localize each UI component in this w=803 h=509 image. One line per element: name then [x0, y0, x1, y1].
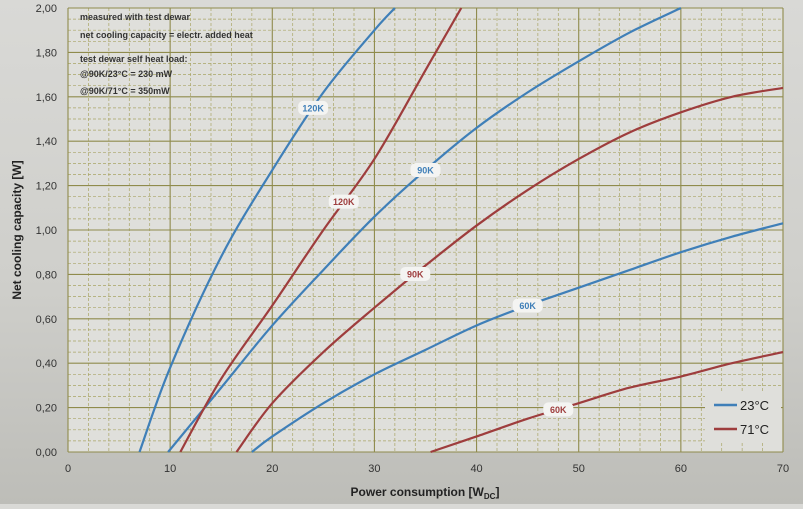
y-tick-label: 0,60	[36, 314, 57, 326]
x-axis-label: Power consumption [WDC]	[351, 485, 500, 501]
series-label-120k-23c: 120K	[302, 103, 324, 113]
series-line-120k-23c	[138, 7, 396, 453]
y-tick-label: 1,00	[36, 225, 57, 237]
x-tick-labels: 0 10 20 30 40 50 60 70	[65, 463, 789, 475]
legend-label-71c: 71°C	[740, 422, 769, 437]
series-label-bg-90k-23c	[410, 163, 441, 178]
series-line-120k-71c	[179, 7, 463, 453]
series-line-60k-71c	[430, 351, 784, 454]
annotation-line-1: measured with test dewar	[80, 12, 191, 22]
series-label-bg-120k-71c	[328, 194, 359, 209]
x-tick-label: 30	[368, 463, 380, 475]
annotation-line-5: @90K/71°C = 350mW	[80, 86, 170, 96]
legend: 23°C 71°C	[705, 392, 781, 442]
legend-background	[705, 392, 781, 442]
annotation-line-3: test dewar self heat load:	[80, 54, 188, 64]
series-line-90k-23c	[167, 7, 682, 453]
x-tick-label: 70	[777, 463, 789, 475]
x-tick-label: 0	[65, 463, 71, 475]
y-tick-label: 0,20	[36, 403, 57, 415]
x-tick-label: 20	[266, 463, 278, 475]
annotation-box: measured with test dewar net cooling cap…	[80, 12, 253, 96]
series-label-60k-23c: 60K	[519, 301, 536, 311]
series-label-120k-71c: 120K	[333, 197, 355, 207]
series-layer	[138, 7, 784, 454]
legend-label-23c: 23°C	[740, 398, 769, 413]
series-label-bg-60k-71c	[543, 402, 574, 417]
x-tick-label: 10	[164, 463, 176, 475]
y-axis-label: Net cooling capacity [W]	[10, 160, 24, 299]
y-tick-label: 0,80	[36, 269, 57, 281]
x-tick-label: 40	[470, 463, 482, 475]
y-tick-label: 1,60	[36, 92, 57, 104]
x-axis-label-main: Power consumption [W	[351, 485, 485, 499]
y-tick-label: 1,20	[36, 181, 57, 193]
annotation-line-4: @90K/23°C = 230 mW	[80, 69, 173, 79]
x-tick-label: 60	[675, 463, 687, 475]
y-tick-label: 1,80	[36, 47, 57, 59]
series-labels: 120K 90K 60K 120K 90K 60K	[298, 100, 574, 417]
y-tick-label: 2,00	[36, 3, 57, 15]
y-tick-labels: 0,00 0,20 0,40 0,60 0,80 1,00 1,20 1,40 1,60 1,80…	[36, 3, 57, 459]
series-line-90k-71c	[235, 86, 784, 453]
y-tick-label: 0,00	[36, 447, 57, 459]
series-label-bg-60k-23c	[512, 298, 543, 313]
series-label-90k-23c: 90K	[417, 166, 434, 176]
x-axis-label-end: ]	[495, 485, 499, 499]
series-line-60k-23c	[251, 222, 784, 453]
annotation-line-2: net cooling capacity = electr. added hea…	[80, 30, 253, 40]
series-label-90k-71c: 90K	[407, 269, 424, 279]
y-tick-label: 1,40	[36, 136, 57, 148]
series-label-bg-90k-71c	[400, 266, 431, 281]
x-axis-label-subscript: DC	[484, 492, 496, 501]
x-tick-label: 50	[573, 463, 585, 475]
y-tick-label: 0,40	[36, 358, 57, 370]
series-label-bg-120k-23c	[298, 100, 329, 115]
major-grid	[67, 7, 784, 453]
series-label-60k-71c: 60K	[550, 405, 567, 415]
